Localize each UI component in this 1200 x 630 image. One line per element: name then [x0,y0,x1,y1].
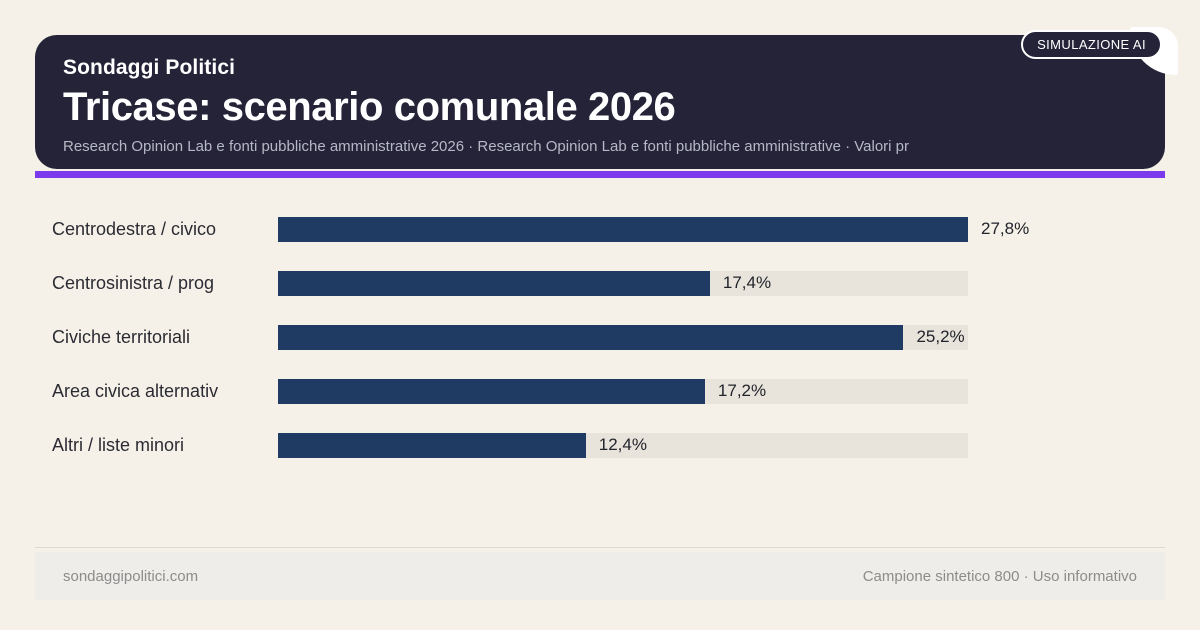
footer-divider [35,547,1165,548]
bar-track: 25,2% [278,324,968,350]
footer-note-text: Campione sintetico 800 · Uso informativo [862,567,1137,585]
chart-row: Civiche territoriali 25,2% [0,310,1200,364]
value-label: 12,4% [598,435,647,454]
footer-bar: sondaggipolitici.com Campione sintetico … [35,552,1165,600]
simulation-badge: SIMULAZIONE AI [1021,30,1162,59]
row-label: Centrodestra / civico [52,218,217,239]
bar-fill [278,378,705,404]
bar-chart: Centrodestra / civico 27,8% Centrosinist… [0,202,1200,472]
page-title: Tricase: scenario comunale 2026 [63,85,676,129]
bar-track: 12,4% [278,432,968,458]
bar-fill [278,432,586,458]
value-label: 17,2% [717,381,767,400]
bar-track: 17,2% [278,378,968,404]
footer-site-text: sondaggipolitici.com [63,567,199,585]
chart-row: Centrosinistra / prog 17,4% [0,256,1200,310]
row-label: Area civica alternativ [52,380,219,401]
chart-row: Altri / liste minori 12,4% [0,418,1200,472]
bar-track: 27,8% [278,216,1029,242]
subtitle: Research Opinion Lab e fonti pubbliche a… [63,138,909,155]
value-label: 25,2% [916,327,965,346]
bar-fill [278,216,968,242]
row-label: Altri / liste minori [52,434,185,455]
chart-row: Area civica alternativ 17,2% [0,364,1200,418]
bar-track: 17,4% [278,270,968,296]
row-label: Centrosinistra / prog [52,272,215,293]
brand-kicker: Sondaggi Politici [63,56,236,79]
value-label: 17,4% [722,273,772,292]
chart-row: Centrodestra / civico 27,8% [0,202,1200,256]
bar-fill [278,324,904,350]
header-card: Sondaggi Politici Tricase: scenario comu… [35,35,1165,169]
row-label: Civiche territoriali [52,326,191,347]
value-label: 27,8% [981,219,1030,238]
bar-fill [278,270,710,296]
accent-bar [35,171,1165,178]
